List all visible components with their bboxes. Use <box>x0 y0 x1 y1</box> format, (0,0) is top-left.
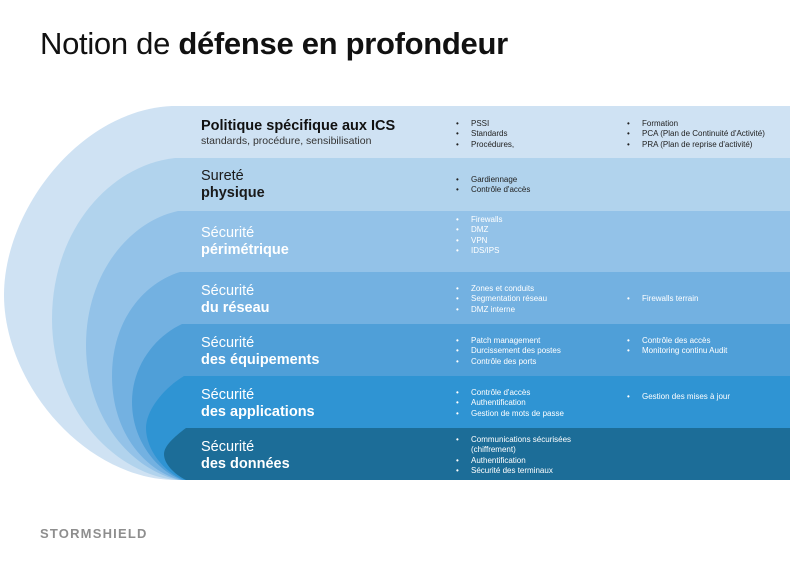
layer-6-list-left: Contrôle d'accès Authentification Gestio… <box>456 388 564 420</box>
layer-2-line2: physique <box>201 185 265 201</box>
list-item: (chiffrement) <box>456 445 571 455</box>
layer-4-line1: Sécurité <box>201 283 255 299</box>
list-item: Segmentation réseau <box>456 294 547 305</box>
title-normal: Notion de <box>40 26 179 61</box>
layer-4-label: Sécurité du réseau <box>201 283 270 317</box>
list-item: IDS/IPS <box>456 246 503 257</box>
layer-2-line1: Sureté <box>201 168 244 184</box>
list-item: Procédures, <box>456 140 514 151</box>
layer-3-line1: Sécurité <box>201 225 255 241</box>
page-title: Notion de défense en profondeur <box>40 26 508 62</box>
list-item: PSSI <box>456 119 514 130</box>
list-item: Monitoring continu Audit <box>627 346 727 357</box>
layer-2-label: Sureté physique <box>201 168 265 202</box>
list-item: Standards <box>456 129 514 140</box>
list-item: Contrôle d'accès <box>456 185 530 196</box>
layer-3-list-left: Firewalls DMZ VPN IDS/IPS <box>456 215 503 257</box>
list-item: Communications sécurisées <box>456 435 571 446</box>
layer-7-list-left: Communications sécurisées (chiffrement) … <box>456 435 571 477</box>
layer-3-label: Sécurité périmétrique <box>201 225 289 259</box>
layer-1-label: Politique spécifique aux ICS standards, … <box>201 118 395 148</box>
list-item-continuation: (chiffrement) <box>471 445 516 455</box>
list-item: Contrôle des accès <box>627 336 727 347</box>
layer-5-line2: des équipements <box>201 352 320 368</box>
layer-7-label: Sécurité des données <box>201 439 290 473</box>
layer-5-line1: Sécurité <box>201 335 255 351</box>
list-item: Gardiennage <box>456 175 530 186</box>
list-item: DMZ <box>456 225 503 236</box>
layer-1-list-left: PSSI Standards Procédures, <box>456 119 514 151</box>
list-item: Sécurité des terminaux <box>456 466 571 477</box>
layer-4-line2: du réseau <box>201 300 270 316</box>
layer-1-list-right: Formation PCA (Plan de Continuité d'Acti… <box>627 119 765 151</box>
list-item: PRA (Plan de reprise d'activité) <box>627 140 765 151</box>
layer-6-line1: Sécurité <box>201 387 255 403</box>
layer-7-line1: Sécurité <box>201 439 255 455</box>
layer-4-list-left: Zones et conduits Segmentation réseau DM… <box>456 284 547 316</box>
layer-5-list-left: Patch management Durcissement des postes… <box>456 336 561 368</box>
layer-4-list-right: Firewalls terrain <box>627 294 698 305</box>
layer-6-list-right: Gestion des mises à jour <box>627 392 730 403</box>
layer-3-line2: périmétrique <box>201 242 289 258</box>
layer-6-line2: des applications <box>201 404 315 420</box>
list-item: Durcissement des postes <box>456 346 561 357</box>
list-item: Contrôle d'accès <box>456 388 564 399</box>
list-item: DMZ interne <box>456 305 547 316</box>
layer-5-list-right: Contrôle des accès Monitoring continu Au… <box>627 336 727 357</box>
layer-7-line2: des données <box>201 456 290 472</box>
list-item: Firewalls terrain <box>627 294 698 305</box>
list-item: Zones et conduits <box>456 284 547 295</box>
list-item: VPN <box>456 236 503 247</box>
layer-1-title: Politique spécifique aux ICS <box>201 118 396 134</box>
layer-2-list-left: Gardiennage Contrôle d'accès <box>456 175 530 196</box>
layer-1-subtitle: standards, procédure, sensibilisation <box>201 135 372 147</box>
list-item: Authentification <box>456 456 571 467</box>
list-item: Patch management <box>456 336 561 347</box>
title-bold: défense en profondeur <box>178 26 508 61</box>
stormshield-logo: STORMSHIELD <box>40 526 148 541</box>
list-item: Gestion des mises à jour <box>627 392 730 403</box>
list-item: Firewalls <box>456 215 503 226</box>
list-item: Gestion de mots de passe <box>456 409 564 420</box>
layer-7-shape <box>164 428 790 480</box>
layer-6-label: Sécurité des applications <box>201 387 315 421</box>
list-item: Authentification <box>456 398 564 409</box>
layer-5-label: Sécurité des équipements <box>201 335 319 369</box>
list-item: Formation <box>627 119 765 130</box>
list-item: Contrôle des ports <box>456 357 561 368</box>
list-item: PCA (Plan de Continuité d'Activité) <box>627 129 765 140</box>
